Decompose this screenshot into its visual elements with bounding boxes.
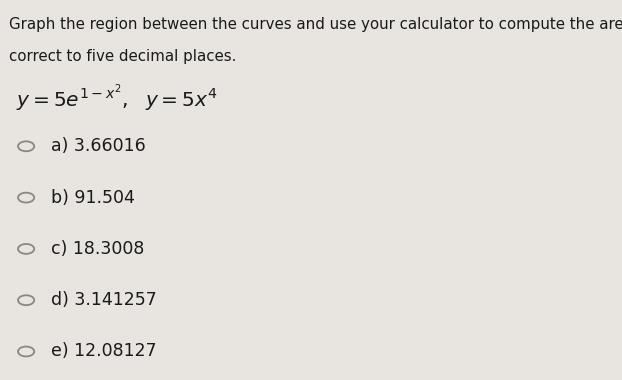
Text: a) 3.66016: a) 3.66016 — [51, 137, 146, 155]
Text: b) 91.504: b) 91.504 — [51, 188, 135, 207]
Text: Graph the region between the curves and use your calculator to compute the area: Graph the region between the curves and … — [9, 17, 622, 32]
Text: e) 12.08127: e) 12.08127 — [51, 342, 157, 361]
Text: correct to five decimal places.: correct to five decimal places. — [9, 49, 237, 64]
Text: d) 3.141257: d) 3.141257 — [51, 291, 157, 309]
Text: $y = 5e^{1-x^{2}},\ \ y = 5x^{4}$: $y = 5e^{1-x^{2}},\ \ y = 5x^{4}$ — [16, 84, 217, 114]
Text: c) 18.3008: c) 18.3008 — [51, 240, 144, 258]
